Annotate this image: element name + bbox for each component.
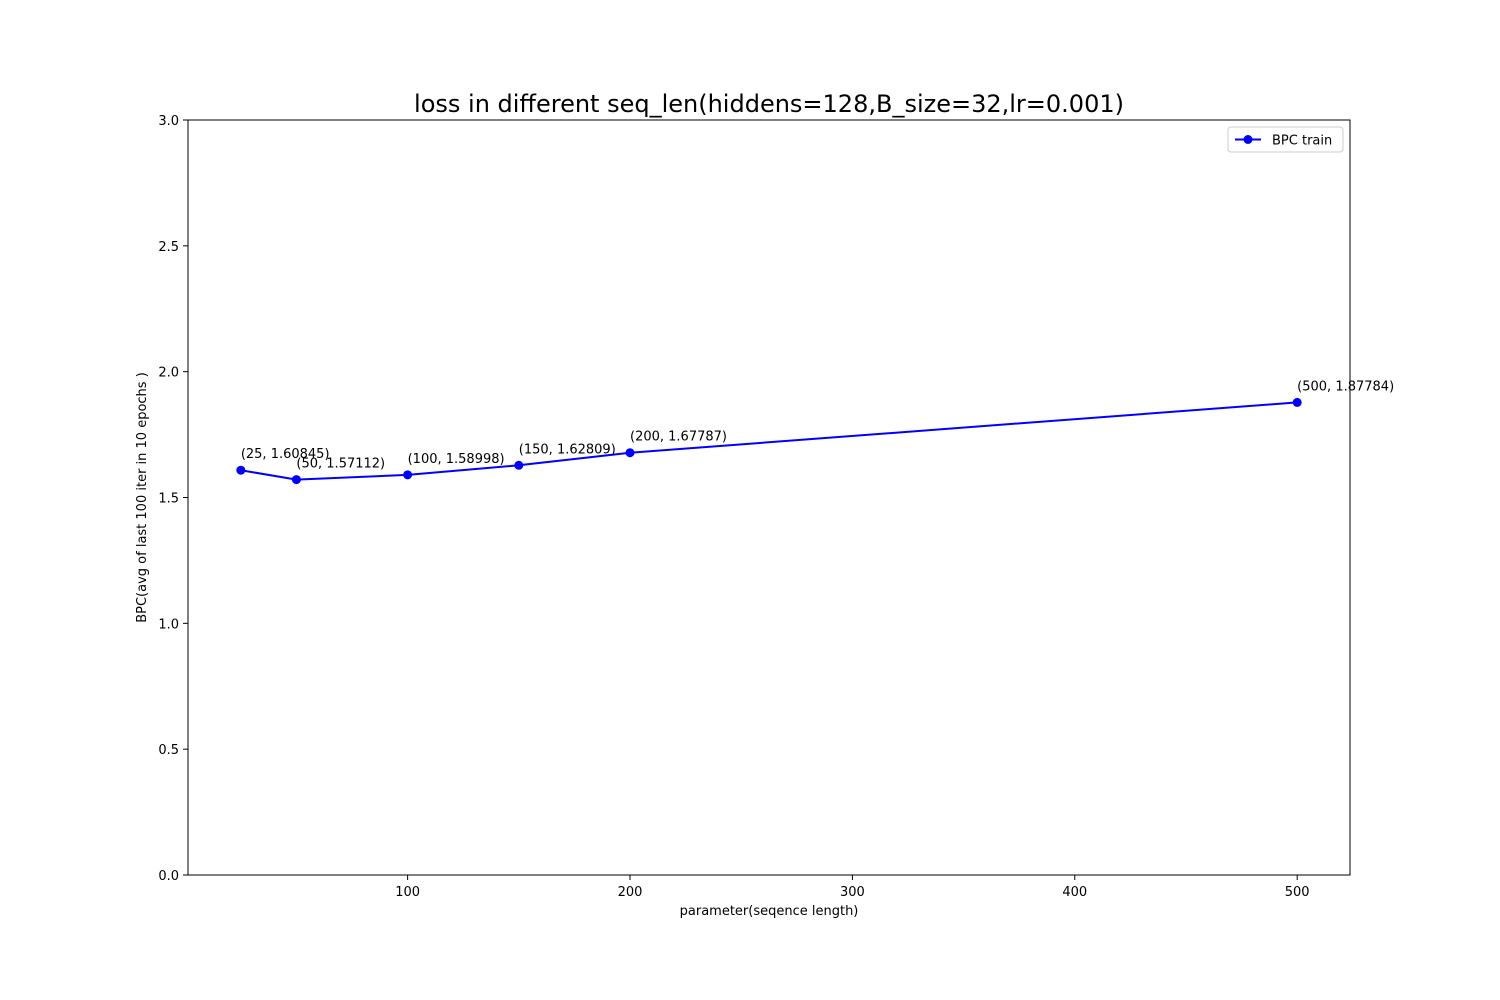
data-point-label: (25, 1.60845) xyxy=(241,447,330,462)
plot-area: 100 200 300 400 500 0.0 0.5 1.0 1.5 2.0 2.5 3.0 (25,… xyxy=(158,114,1394,900)
series-line xyxy=(240,401,1298,481)
data-point-label: (100, 1.58998) xyxy=(408,452,505,467)
y-tick-label: 2.5 xyxy=(158,240,179,255)
data-point xyxy=(514,460,524,470)
x-tick-label: 100 xyxy=(395,885,420,900)
data-point-label: (50, 1.57112) xyxy=(296,457,385,472)
x-axis-label: parameter(seqence length) xyxy=(680,904,859,919)
chart-title: loss in different seq_len(hiddens=128,B_… xyxy=(414,90,1124,118)
legend-label: BPC train xyxy=(1272,134,1332,149)
data-point xyxy=(1292,397,1302,407)
axes-frame xyxy=(187,119,1351,876)
data-point xyxy=(291,475,301,485)
legend-box xyxy=(1227,126,1344,153)
x-tick-label: 300 xyxy=(840,885,865,900)
data-point-label: (150, 1.62809) xyxy=(519,442,616,457)
y-tick-label: 1.5 xyxy=(158,492,179,507)
data-point xyxy=(236,465,246,475)
legend: BPC train xyxy=(1227,126,1344,153)
x-tick-label: 200 xyxy=(618,885,643,900)
y-tick-label: 0.0 xyxy=(158,869,179,884)
data-point-label: (200, 1.67787) xyxy=(630,430,727,445)
data-point-label: (500, 1.87784) xyxy=(1297,379,1394,394)
x-tick-label: 500 xyxy=(1285,885,1310,900)
y-tick-label: 3.0 xyxy=(158,114,179,129)
y-tick-label: 0.5 xyxy=(158,743,179,758)
y-tick-label: 1.0 xyxy=(158,617,179,632)
data-point xyxy=(403,470,413,480)
y-tick-label: 2.0 xyxy=(158,366,179,381)
data-point xyxy=(625,448,635,458)
legend-marker xyxy=(1243,135,1253,144)
x-tick-label: 400 xyxy=(1062,885,1087,900)
y-axis-label: BPC(avg of last 100 iter in 10 epochs ) xyxy=(135,372,150,623)
